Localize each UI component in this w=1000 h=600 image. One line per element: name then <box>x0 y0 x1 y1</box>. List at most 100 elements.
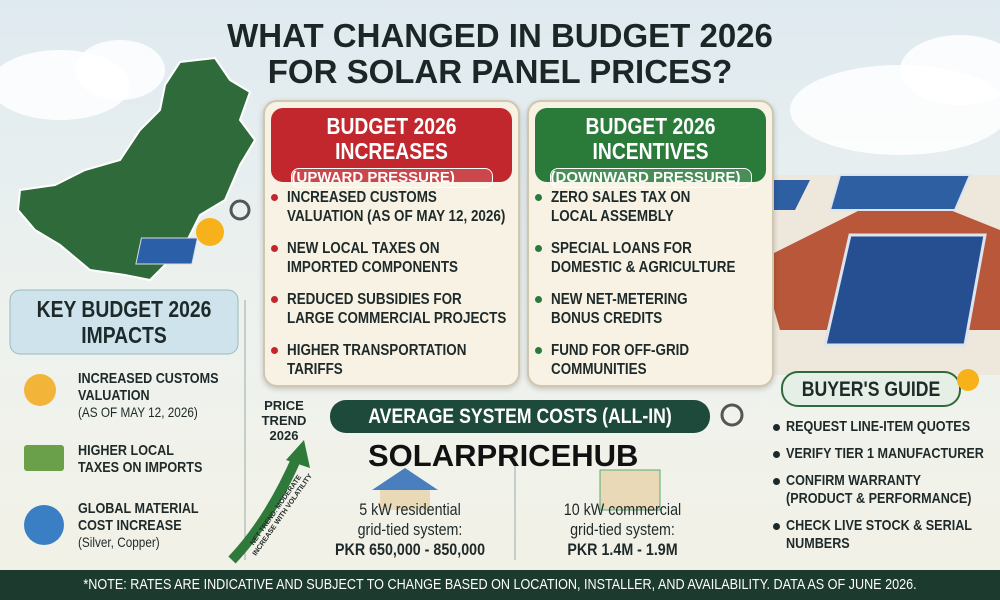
incentives-header: BUDGET 2026 INCENTIVES (DOWNWARD PRESSURE) <box>535 108 766 188</box>
item-line: HIGHER TRANSPORTATION <box>287 342 467 359</box>
item-line: FUND FOR OFF-GRID <box>551 342 690 359</box>
bullet <box>271 245 278 252</box>
footer-note: *NOTE: RATES ARE INDICATIVE AND SUBJECT … <box>0 576 1000 594</box>
item-line: VALUATION (AS OF MAY 12, 2026) <box>287 208 506 225</box>
gear-icon <box>720 403 744 427</box>
impact-line: COST INCREASE <box>78 517 182 534</box>
guide-title: BUYER'S GUIDE <box>782 378 960 402</box>
trend-label-line: PRICE <box>264 398 304 413</box>
bullet <box>271 347 278 354</box>
item-line: SPECIAL LOANS FOR <box>551 240 692 257</box>
increases-panel: BUDGET 2026 INCREASES (UPWARD PRESSURE) IN… <box>263 100 520 387</box>
bullet <box>773 424 780 431</box>
bullet <box>535 296 542 303</box>
guide-line: (PRODUCT & PERFORMANCE) <box>786 490 972 507</box>
panel-icon <box>135 237 199 265</box>
list-item: FUND FOR OFF-GRID COMMUNITIES <box>529 341 772 379</box>
panel-title-line: INCENTIVES <box>592 138 709 164</box>
list-item: SPECIAL LOANS FOR DOMESTIC & AGRICULTURE <box>529 239 772 277</box>
item-line: NEW LOCAL TAXES ON <box>287 240 440 257</box>
system-price: PKR 650,000 - 850,000 <box>334 540 486 559</box>
cloud <box>900 35 1000 105</box>
bullet <box>773 478 780 485</box>
item-line: INCREASED CUSTOMS <box>287 189 437 206</box>
item-line: NEW NET-METERING <box>551 291 688 308</box>
panel-title-line: INCREASES <box>335 138 448 164</box>
item-line: ZERO SALES TAX ON <box>551 189 691 206</box>
impact-line: (AS OF MAY 12, 2026) <box>78 404 198 420</box>
guide-item: VERIFY TIER 1 MANUFACTURER <box>770 445 995 463</box>
bullet <box>271 194 278 201</box>
impact-line: VALUATION <box>78 387 150 404</box>
bullet <box>535 194 542 201</box>
watermark: SOLARPRICEHUB <box>368 438 639 473</box>
icon-tax <box>24 445 64 471</box>
guide-line: CHECK LIVE STOCK & SERIAL <box>786 517 972 534</box>
trend-label: PRICE TREND 2026 <box>258 398 310 443</box>
bullet <box>773 451 780 458</box>
system: 10 kW commercial grid-tied system: PKR 1.4… <box>515 500 730 560</box>
impacts-title-box <box>9 289 239 355</box>
guide-title-box <box>781 371 961 407</box>
icon-money <box>24 374 56 406</box>
guide-line: VERIFY TIER 1 MANUFACTURER <box>786 445 984 462</box>
bullet <box>773 523 780 530</box>
costs-banner <box>330 400 710 433</box>
sun-icon <box>196 218 224 246</box>
system-description: 5 kW residential <box>359 500 461 519</box>
gear-icon <box>229 199 251 221</box>
title: WHAT CHANGED IN BUDGET 2026 FOR SOLAR PAN… <box>200 18 800 90</box>
panel-subtitle: (UPWARD PRESSURE) <box>290 168 493 188</box>
impact-line: GLOBAL MATERIAL <box>78 500 199 517</box>
list-item: NEW NET-METERING BONUS CREDITS <box>529 290 772 328</box>
impact-item: HIGHER LOCAL TAXES ON IMPORTS <box>78 442 226 476</box>
system-description: grid-tied system: <box>357 520 463 539</box>
item-line: DOMESTIC & AGRICULTURE <box>551 259 736 276</box>
list-item: NEW LOCAL TAXES ON IMPORTED COMPONENTS <box>265 239 518 277</box>
guide-item: CHECK LIVE STOCK & SERIAL NUMBERS <box>770 517 995 553</box>
trend-label-line: 2026 <box>269 428 299 443</box>
impact-item: GLOBAL MATERIAL COST INCREASE (Silver, Cop… <box>78 500 222 551</box>
trend-arrow <box>228 453 303 564</box>
list-item: INCREASED CUSTOMS VALUATION (AS OF MAY 12… <box>265 188 518 226</box>
trend-arrowhead <box>286 440 310 468</box>
item-line: IMPORTED COMPONENTS <box>287 259 458 276</box>
bullet <box>535 245 542 252</box>
system-description: 10 kW commercial <box>563 500 682 519</box>
guide-item: CONFIRM WARRANTY (PRODUCT & PERFORMANCE) <box>770 472 995 508</box>
guide-line: NUMBERS <box>786 535 850 552</box>
system-price: PKR 1.4M - 1.9M <box>567 540 678 559</box>
item-line: BONUS CREDITS <box>551 310 663 327</box>
incentives-list: ZERO SALES TAX ON LOCAL ASSEMBLY SPECIAL L… <box>529 188 772 379</box>
list-item: HIGHER TRANSPORTATION TARIFFS <box>265 341 518 379</box>
house-icon <box>380 490 430 510</box>
list-item: REDUCED SUBSIDIES FOR LARGE COMMERCIAL PR… <box>265 290 518 328</box>
title-line: FOR SOLAR PANEL PRICES? <box>267 53 733 90</box>
list-item: ZERO SALES TAX ON LOCAL ASSEMBLY <box>529 188 772 226</box>
guide-item: REQUEST LINE-ITEM QUOTES <box>770 418 995 436</box>
system: 5 kW residential grid-tied system: PKR 650… <box>300 500 520 560</box>
impacts-title-line: KEY BUDGET 2026 <box>36 296 212 322</box>
incentives-panel: BUDGET 2026 INCENTIVES (DOWNWARD PRESSURE)… <box>527 100 774 387</box>
panel-title-line: BUDGET 2026 <box>585 113 716 139</box>
title-line: WHAT CHANGED IN BUDGET 2026 <box>227 17 773 54</box>
building-icon <box>599 469 661 511</box>
guide-list: REQUEST LINE-ITEM QUOTES VERIFY TIER 1 MA… <box>770 418 995 562</box>
footer-note-text: *NOTE: RATES ARE INDICATIVE AND SUBJECT … <box>83 576 917 593</box>
impacts-title-line: IMPACTS <box>81 322 167 348</box>
item-line: REDUCED SUBSIDIES FOR <box>287 291 462 308</box>
panel-title-line: BUDGET 2026 <box>326 113 457 139</box>
increases-header: BUDGET 2026 INCREASES (UPWARD PRESSURE) <box>271 108 512 188</box>
footer-bar <box>0 570 1000 600</box>
system-description: grid-tied system: <box>570 520 675 539</box>
systems: 5 kW residential grid-tied system: PKR 650… <box>300 500 730 568</box>
costs-title-text: AVERAGE SYSTEM COSTS (ALL-IN) <box>368 405 672 428</box>
bullet <box>271 296 278 303</box>
solar-panels <box>823 233 987 347</box>
impact-line: (Silver, Copper) <box>78 534 160 550</box>
icon-globe <box>24 505 64 545</box>
item-line: LARGE COMMERCIAL PROJECTS <box>287 310 507 327</box>
impact-line: HIGHER LOCAL <box>78 442 174 459</box>
solar-panels <box>828 174 972 211</box>
